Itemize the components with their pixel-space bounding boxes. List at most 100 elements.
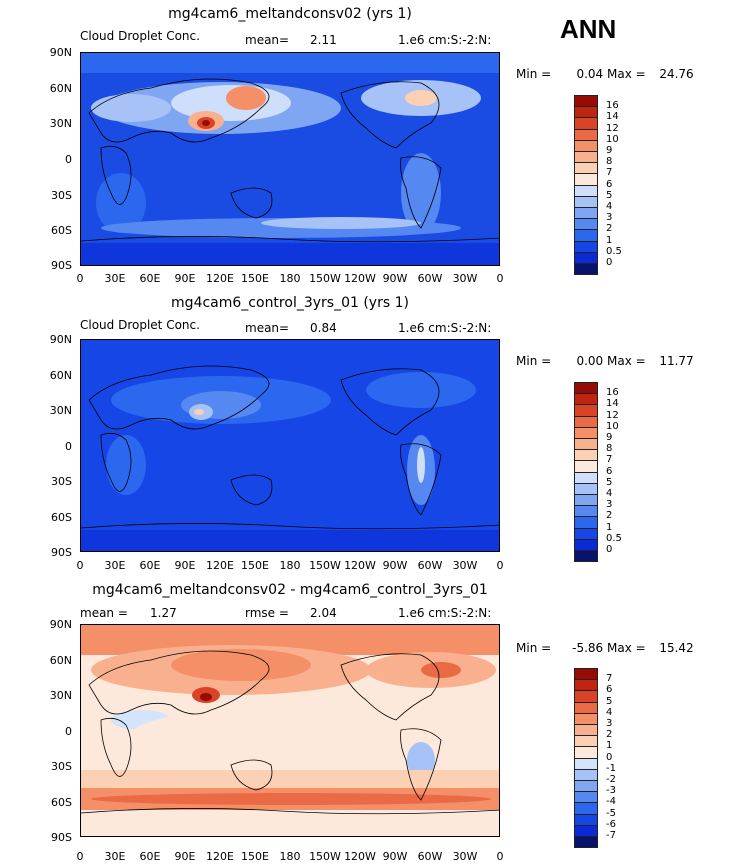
panel2-colorbar-swatch: [574, 538, 598, 551]
panel3-lon-tick: 0: [496, 850, 504, 863]
panel1-map-field: [81, 53, 499, 265]
panel3-colorbar-swatch: [574, 679, 598, 692]
panel3-colorbar-swatch: [574, 768, 598, 781]
panel3-lon-tick: 30E: [104, 850, 126, 863]
panel2-colorbar-label: 4: [606, 488, 613, 499]
panel2-colorbar-label: 16: [606, 387, 619, 399]
panel1-min-label: Min =: [516, 67, 552, 81]
panel3-lat-90s: 90S: [51, 831, 72, 844]
panel2-lon-tick: 180: [279, 559, 301, 572]
panel2-lon-tick: 60E: [139, 559, 161, 572]
panel2-colorbar-label: 3: [606, 499, 613, 511]
panel2-lon-tick: 90E: [174, 559, 196, 572]
panel1-lon-tick: 30W: [452, 272, 478, 285]
panel3-min-label: Min =: [516, 641, 552, 655]
panel2-colorbar-swatch: [574, 482, 598, 495]
panel1-colorbar-swatch: [574, 173, 598, 186]
panel3-lat-0: 0: [65, 725, 72, 738]
panel2-max-value: 11.77: [659, 354, 694, 368]
panel3-lon-tick: 60W: [417, 850, 443, 863]
panel1-units: 1.e6 cm:S:-2:N:: [398, 33, 492, 47]
panel3-min-value: -5.86: [572, 641, 604, 655]
panel3-colorbar-label: 1: [606, 740, 613, 752]
panel2-colorbar-swatch: [574, 471, 598, 484]
panel3-title: mg4cam6_meltandconsv02 - mg4cam6_control…: [92, 582, 488, 598]
panel3-colorbar-label: -6: [606, 818, 616, 830]
panel2-colorbar-swatch: [574, 426, 598, 439]
panel1-lon-tick: 120W: [344, 272, 376, 285]
panel1-lat-60s: 60S: [51, 224, 72, 237]
panel3-colorbar-label: -3: [606, 785, 616, 797]
panel1-colorbar-swatch: [574, 117, 598, 130]
panel1-lon-tick: 150W: [309, 272, 341, 285]
panel3-lat-60s: 60S: [51, 796, 72, 809]
panel3-colorbar-swatch: [574, 813, 598, 826]
panel3-minmax: Min = -5.86 Max = 15.42: [516, 641, 694, 655]
panel1-lon-tick: 180: [279, 272, 301, 285]
panel2-colorbar-swatch: [574, 516, 598, 529]
panel3-lon-tick: 120E: [206, 850, 234, 863]
panel3-map: [80, 624, 500, 837]
panel2-lon-tick: 150E: [241, 559, 269, 572]
panel1-lat-90s: 90S: [51, 259, 72, 272]
panel3-colorbar-label: 5: [606, 695, 613, 707]
panel3-colorbar-swatch: [574, 701, 598, 714]
panel3-colorbar-swatch: [574, 757, 598, 770]
panel3-colorbar-label: -2: [606, 774, 616, 785]
panel3-lon-tick: 0: [76, 850, 84, 863]
panel1-colorbar-label: 5: [606, 189, 613, 201]
panel1-colorbar-label: 4: [606, 201, 613, 212]
panel3-colorbar-swatch: [574, 735, 598, 748]
panel3-colorbar-label: 4: [606, 706, 613, 718]
panel1-colorbar-swatch: [574, 95, 598, 108]
panel1-colorbar-label: 3: [606, 212, 613, 224]
panel1-colorbar-label: 0.5: [606, 245, 622, 257]
panel2-lon-tick: 120E: [206, 559, 234, 572]
panel3-colorbar-swatch: [574, 746, 598, 759]
panel2-colorbar-swatch: [574, 505, 598, 518]
panel3-mean-value: 1.27: [150, 606, 177, 620]
panel2-units: 1.e6 cm:S:-2:N:: [398, 321, 492, 335]
panel3-colorbar-swatch: [574, 724, 598, 737]
panel3-lat-90n: 90N: [49, 618, 72, 631]
panel1-lon-tick: 30E: [104, 272, 126, 285]
panel3-lon-tick: 180: [279, 850, 301, 863]
panel2-lon-tick: 0: [76, 559, 84, 572]
panel3-max-value: 15.42: [659, 641, 694, 655]
panel3-max-label: Max =: [607, 641, 646, 655]
panel2-lat-90s: 90S: [51, 546, 72, 559]
panel2-minmax: Min = 0.00 Max = 11.77: [516, 354, 694, 368]
panel3-colorbar-swatch: [574, 824, 598, 837]
panel3-colorbar-label: -4: [606, 796, 616, 808]
panel3-lon-tick: 150W: [309, 850, 341, 863]
panel1-colorbar-label: 10: [606, 133, 619, 145]
panel1-lon-tick: 0: [496, 272, 504, 285]
panel2-colorbar-swatch: [574, 527, 598, 540]
panel2-max-label: Max =: [607, 354, 646, 368]
panel1-colorbar-swatch: [574, 184, 598, 197]
panel1-max-value: 24.76: [659, 67, 694, 81]
panel2-colorbar-swatch: [574, 494, 598, 507]
panel1-max-label: Max =: [607, 67, 646, 81]
panel1-colorbar-label: 0: [606, 257, 613, 268]
panel2-map-field: [81, 340, 499, 551]
panel1-lon-tick: 60W: [417, 272, 443, 285]
panel2-colorbar-label: 14: [606, 398, 619, 410]
panel1-colorbar-swatch: [574, 207, 598, 220]
season-label: ANN: [560, 14, 617, 44]
panel1-lat-30n: 30N: [49, 117, 72, 130]
panel2-colorbar-label: 1: [606, 521, 613, 533]
panel3-colorbar-label: -5: [606, 807, 616, 819]
panel2-colorbar-label: 0: [606, 544, 613, 555]
panel3-colorbar-label: 2: [606, 729, 613, 741]
panel2-colorbar-label: 6: [606, 465, 613, 477]
panel2-colorbar-label: 7: [606, 454, 613, 466]
panel2-lat-60s: 60S: [51, 511, 72, 524]
panel1-lat-0: 0: [65, 153, 72, 166]
panel3-lat-30n: 30N: [49, 689, 72, 702]
panel1-lon-tick: 60E: [139, 272, 161, 285]
panel1-lat-90n: 90N: [49, 46, 72, 59]
panel3-colorbar-swatch: [574, 690, 598, 703]
panel3-colorbar-label: -7: [606, 830, 616, 841]
panel1-lat-30s: 30S: [51, 189, 72, 202]
